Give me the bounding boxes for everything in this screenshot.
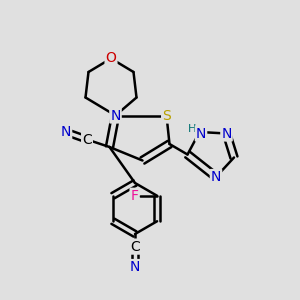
Text: N: N bbox=[211, 170, 221, 184]
Text: C: C bbox=[82, 133, 92, 146]
Text: C: C bbox=[130, 240, 140, 254]
Text: F: F bbox=[130, 189, 139, 203]
Text: N: N bbox=[221, 127, 232, 140]
Text: O: O bbox=[106, 52, 116, 65]
Text: N: N bbox=[110, 109, 121, 122]
Text: S: S bbox=[162, 109, 171, 122]
Text: N: N bbox=[196, 127, 206, 140]
Text: N: N bbox=[130, 260, 140, 274]
Text: H: H bbox=[188, 124, 196, 134]
Text: N: N bbox=[61, 125, 71, 139]
